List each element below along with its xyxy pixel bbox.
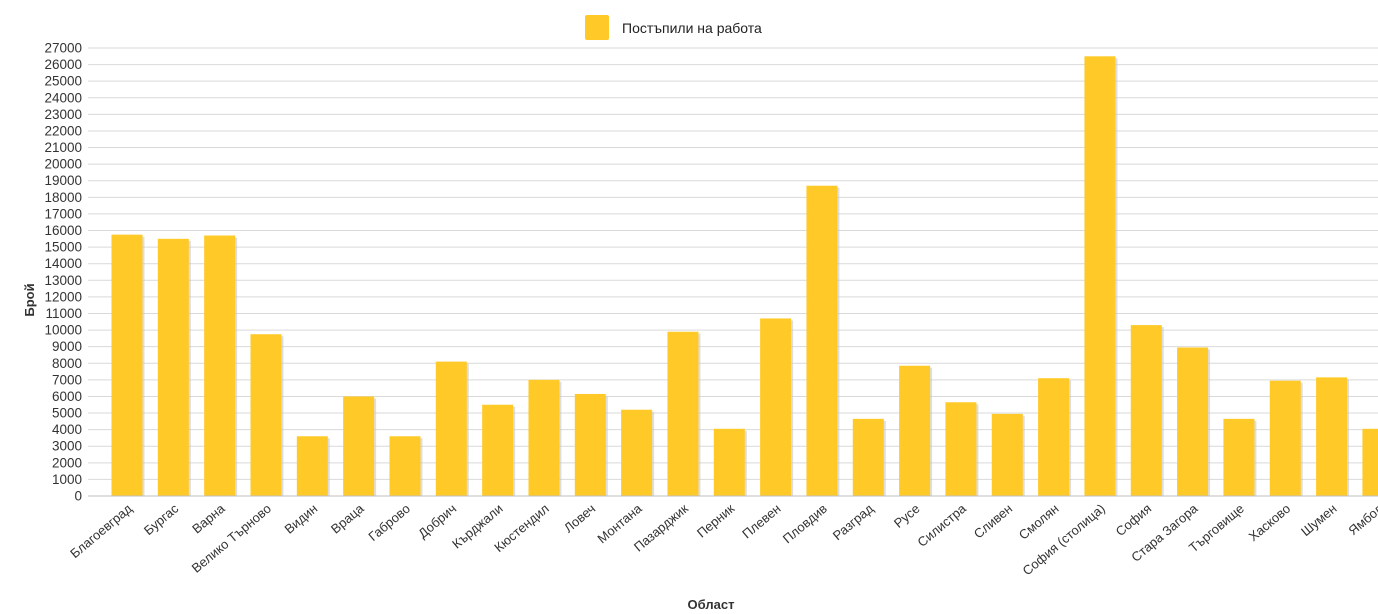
- bar: [343, 396, 375, 496]
- x-tick-label: Варна: [189, 500, 228, 536]
- bar: [1269, 380, 1301, 496]
- bar: [389, 436, 421, 496]
- y-tick-label: 3000: [52, 439, 82, 454]
- y-tick-label: 10000: [44, 323, 82, 338]
- bar: [1362, 428, 1378, 496]
- x-tick-label: Габрово: [365, 501, 413, 544]
- y-tick-label: 7000: [52, 372, 82, 387]
- bar: [1084, 56, 1116, 496]
- bar: [945, 402, 977, 496]
- x-tick-label: Силистра: [914, 500, 969, 550]
- bar: [1130, 325, 1162, 496]
- bar: [111, 234, 143, 496]
- y-tick-label: 11000: [45, 306, 82, 321]
- x-tick-label: Добрич: [415, 501, 459, 541]
- y-axis-title: Брой: [22, 283, 37, 316]
- x-tick-label: Враца: [328, 500, 367, 536]
- y-tick-label: 14000: [44, 256, 82, 271]
- x-tick-label: Русе: [891, 501, 923, 531]
- bar: [667, 331, 699, 496]
- legend-label: Постъпили на работа: [622, 20, 762, 36]
- bar: [1177, 347, 1209, 496]
- y-tick-label: 18000: [44, 190, 82, 205]
- x-tick-label: Благоевград: [67, 501, 135, 561]
- bar: [435, 361, 467, 496]
- x-tick-label: Видин: [282, 501, 321, 537]
- bar: [1223, 418, 1255, 496]
- y-tick-label: 12000: [44, 289, 82, 304]
- bar: [760, 318, 792, 496]
- x-tick-label: Разград: [830, 501, 877, 544]
- bar: [806, 185, 838, 497]
- x-tick-label: Плевен: [739, 501, 783, 542]
- legend: Постъпили на работа: [585, 15, 762, 40]
- y-tick-label: 22000: [44, 123, 82, 138]
- x-axis-title: Област: [688, 597, 735, 612]
- x-tick-label: Хасково: [1246, 501, 1294, 544]
- x-tick-label: Велико Търново: [189, 501, 274, 576]
- y-tick-label: 6000: [52, 389, 82, 404]
- y-tick-label: 24000: [44, 90, 82, 105]
- x-tick-label: София (столица): [1020, 501, 1108, 578]
- bar: [482, 404, 514, 496]
- bar: [621, 409, 653, 496]
- y-tick-label: 0: [74, 489, 82, 504]
- x-tick-label: Шумен: [1298, 501, 1340, 539]
- y-tick-label: 17000: [44, 206, 82, 221]
- bar: [1038, 378, 1070, 496]
- legend-swatch: [585, 15, 609, 40]
- bar: [528, 379, 560, 496]
- y-tick-label: 1000: [52, 472, 82, 487]
- bar: [899, 365, 931, 496]
- bar: [852, 418, 884, 496]
- y-tick-label: 21000: [44, 140, 82, 155]
- x-tick-label: Сливен: [971, 501, 1015, 542]
- bar: [157, 238, 189, 496]
- y-tick-label: 23000: [44, 107, 82, 122]
- x-tick-label: Ловеч: [561, 501, 598, 536]
- x-tick-label: Ямбол: [1345, 501, 1378, 538]
- y-tick-label: 26000: [44, 57, 82, 72]
- bar: [574, 393, 606, 496]
- y-tick-label: 20000: [44, 157, 82, 172]
- bar: [991, 413, 1023, 496]
- x-tick-label: София: [1113, 501, 1155, 539]
- y-tick-label: 9000: [52, 339, 82, 354]
- bars: [111, 56, 1378, 497]
- y-tick-label: 19000: [44, 173, 82, 188]
- bar: [296, 436, 328, 496]
- bar: [1316, 377, 1348, 496]
- y-tick-label: 4000: [52, 422, 82, 437]
- y-tick-label: 13000: [44, 273, 82, 288]
- bar: [250, 334, 282, 496]
- y-tick-label: 25000: [44, 74, 82, 89]
- x-tick-label: Пловдив: [780, 501, 830, 547]
- y-tick-label: 8000: [52, 356, 82, 371]
- bar: [204, 235, 236, 497]
- bar: [713, 428, 745, 496]
- y-tick-label: 15000: [44, 240, 82, 255]
- x-tick-label: Бургас: [141, 500, 182, 538]
- y-tick-label: 5000: [52, 406, 82, 421]
- grid-lines: [88, 47, 1378, 497]
- y-tick-label: 27000: [44, 41, 82, 56]
- y-tick-label: 16000: [44, 223, 82, 238]
- x-tick-label: Перник: [694, 501, 738, 541]
- y-tick-label: 2000: [52, 455, 82, 470]
